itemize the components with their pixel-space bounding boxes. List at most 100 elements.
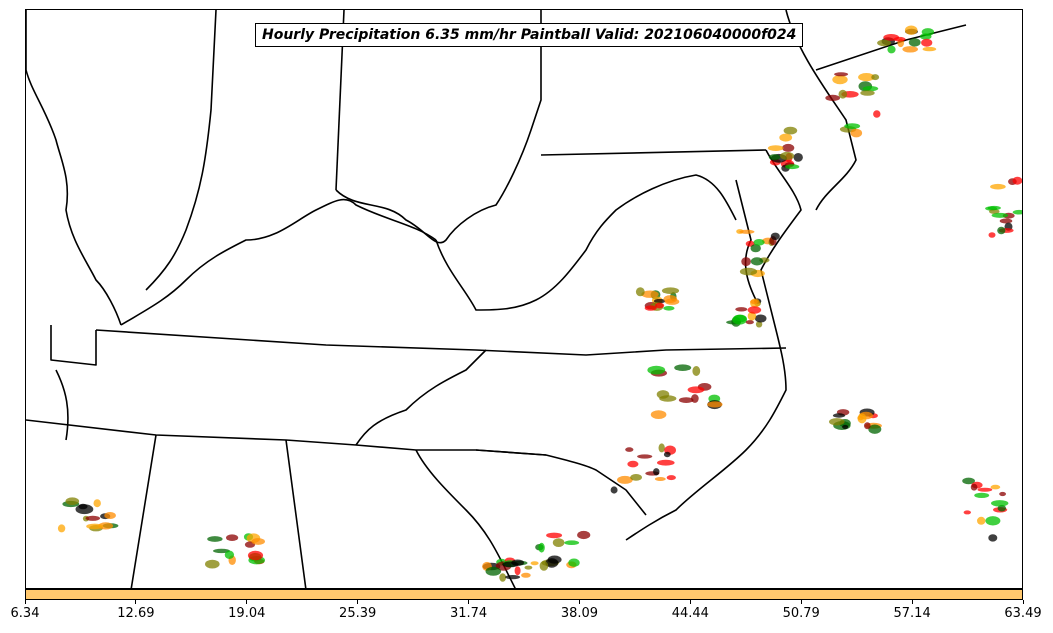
paintball-blob — [962, 477, 975, 485]
paintball-blob — [735, 307, 748, 312]
colorbar-tick-label: 44.44 — [671, 606, 709, 621]
state-line-ms-al — [130, 434, 157, 588]
colorbar-tick-label: 63.49 — [1004, 606, 1042, 621]
ky-tn-east — [355, 349, 487, 446]
paintball-blob — [93, 499, 101, 508]
colorbar-tick-mark — [578, 600, 580, 604]
colorbar-tick-label: 31.74 — [449, 606, 488, 621]
paintball-blob — [499, 573, 507, 582]
paintball-blob — [780, 151, 795, 160]
paintball-blob — [568, 558, 580, 567]
paintball-blob — [997, 226, 1006, 235]
paintball-blob — [207, 536, 223, 542]
paintball-blob — [205, 559, 220, 569]
paintball-blob — [514, 566, 521, 576]
state-line-wv-va — [435, 174, 737, 311]
paintball-blob — [989, 209, 1000, 214]
paintball-blob — [970, 483, 978, 491]
paintball-blob — [552, 538, 565, 547]
paintball-blob — [832, 75, 848, 85]
paintball-blob — [637, 454, 653, 459]
colorbar-tick-label: 50.79 — [782, 606, 820, 621]
paintball-blob — [617, 475, 633, 484]
paintball-blob — [842, 424, 849, 430]
paintball-blob — [963, 510, 971, 515]
map-title: Hourly Precipitation 6.35 mm/hr Paintbal… — [255, 23, 804, 47]
paintball-blob — [663, 451, 671, 458]
coastline-east — [625, 149, 802, 541]
paintball-blob — [530, 561, 539, 566]
paintball-blob — [883, 34, 900, 41]
paintball-blob — [862, 86, 879, 92]
paintball-blob — [844, 123, 861, 129]
paintball-blob — [908, 38, 921, 47]
colorbar-tick-mark — [800, 600, 802, 604]
paintball-blob — [834, 72, 849, 77]
colorbar-tick-label: 6.34 — [10, 606, 40, 621]
paintball-blob — [977, 487, 993, 492]
paintball-blob — [904, 25, 918, 35]
paintball-blob — [990, 484, 1001, 490]
paintball-blob — [104, 512, 116, 519]
paintball-blob — [991, 212, 1009, 218]
paintball-blob — [85, 515, 101, 521]
state-line-il-in — [26, 10, 122, 326]
paintball-blob — [988, 534, 998, 542]
paintball-blob — [546, 532, 563, 539]
colorbar-tick-label: 12.69 — [117, 606, 155, 621]
paintball-blob — [539, 561, 549, 571]
paintball-blob — [654, 477, 666, 481]
paintball-blob — [666, 475, 676, 481]
paintball-blob — [747, 311, 757, 321]
paintball-blob — [538, 542, 545, 553]
paintball-blob — [747, 306, 762, 314]
paintball-blob — [860, 90, 875, 96]
paintball-blob — [991, 500, 1009, 507]
paintball-blob — [750, 299, 758, 305]
paintball-blob — [868, 424, 882, 434]
paintball-blob — [226, 534, 239, 541]
paintball-blob — [793, 153, 803, 162]
state-line-ga-sc — [415, 449, 516, 588]
paintball-blob — [1012, 209, 1022, 215]
paintball-blob — [641, 290, 659, 298]
state-line-oh-wv — [335, 10, 542, 244]
paintball-blob — [610, 486, 618, 494]
chesapeake-bay — [735, 179, 757, 301]
paintball-blob — [921, 28, 935, 36]
state-line-ky-tn — [50, 325, 97, 366]
colorbar-tick-label: 57.14 — [893, 606, 931, 621]
paintball-blob — [564, 540, 580, 545]
paintball-blob — [985, 516, 1001, 526]
paintball-blob — [782, 143, 795, 152]
paintball-blob — [86, 523, 104, 530]
paintball-blob — [502, 561, 519, 568]
colorbar — [25, 589, 1023, 600]
paintball-blob — [663, 295, 678, 304]
paintball-blob — [485, 566, 502, 576]
ms-river — [55, 369, 69, 441]
paintball-blob — [647, 365, 666, 375]
paintball-blob — [753, 239, 765, 246]
paintball-blob — [691, 394, 699, 403]
colorbar-tick-label: 38.09 — [560, 606, 599, 621]
paintball-blob — [990, 183, 1006, 190]
paintball-blob — [977, 516, 986, 525]
paintball-blob — [661, 287, 680, 295]
paintball-blob — [505, 575, 521, 580]
paintball-blob — [997, 504, 1006, 512]
paintball-blob — [785, 164, 800, 170]
paintball-blob — [687, 386, 705, 394]
paintball-blob — [857, 413, 867, 424]
paintball-blob — [625, 447, 634, 452]
paintball-blob — [251, 538, 265, 545]
ny-coast — [815, 24, 967, 71]
paintball-blob — [988, 232, 996, 238]
paintball-blob — [832, 413, 846, 418]
paintball-blob — [750, 257, 764, 266]
paintball-blob — [674, 364, 692, 372]
paintball-blob — [739, 229, 755, 234]
colorbar-tick-mark — [24, 600, 26, 604]
paintball-blob — [922, 46, 937, 52]
state-line-in-oh — [145, 10, 217, 291]
